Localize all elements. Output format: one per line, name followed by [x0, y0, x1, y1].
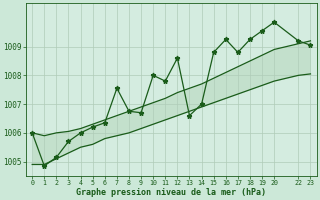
X-axis label: Graphe pression niveau de la mer (hPa): Graphe pression niveau de la mer (hPa)	[76, 188, 266, 197]
